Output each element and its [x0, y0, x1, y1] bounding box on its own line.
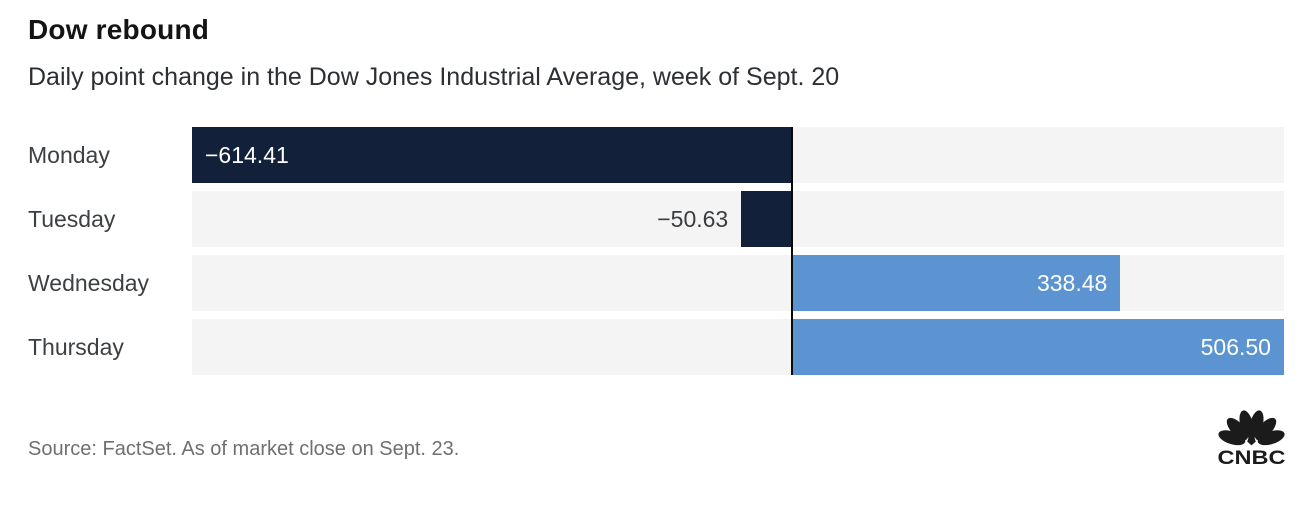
- positive-bar: 338.48: [790, 255, 1121, 311]
- bar-track: 338.48: [192, 255, 1284, 311]
- bar-track: −614.41: [192, 127, 1284, 183]
- positive-bar: 506.50: [790, 319, 1284, 375]
- chart-rows: Monday −614.41 Tuesday −50.63 Wednesday 338.4…: [28, 127, 1284, 375]
- value-label: 506.50: [1200, 333, 1271, 360]
- category-label: Wednesday: [28, 270, 150, 296]
- page-title: Dow rebound: [28, 14, 210, 45]
- chart-row: Monday −614.41: [28, 127, 1284, 183]
- bar-track: −50.63: [192, 191, 1284, 247]
- chart-subtitle: Daily point change in the Dow Jones Indu…: [28, 63, 840, 91]
- category-label: Monday: [28, 142, 110, 168]
- value-label: −50.63: [657, 205, 729, 232]
- zero-axis-line: [790, 127, 793, 375]
- category-label: Thursday: [28, 334, 124, 360]
- source-note: Source: FactSet. As of market close on S…: [28, 438, 460, 460]
- peacock-icon: [1218, 410, 1285, 446]
- bar-chart: Monday −614.41 Tuesday −50.63 Wednesday 338.4…: [28, 127, 1284, 375]
- cnbc-wordmark: CNBC: [1217, 447, 1285, 466]
- category-label: Tuesday: [28, 206, 116, 232]
- cnbc-logo: CNBC: [1217, 410, 1286, 466]
- chart-row: Tuesday −50.63: [28, 191, 1284, 247]
- value-label: −614.41: [205, 141, 289, 168]
- negative-bar: −614.41: [192, 127, 791, 183]
- chart-row: Thursday 506.50: [28, 319, 1284, 375]
- negative-bar: −50.63: [657, 191, 791, 247]
- chart-row: Wednesday 338.48: [28, 255, 1284, 311]
- value-label: 338.48: [1036, 269, 1108, 296]
- bar-track: 506.50: [192, 319, 1284, 375]
